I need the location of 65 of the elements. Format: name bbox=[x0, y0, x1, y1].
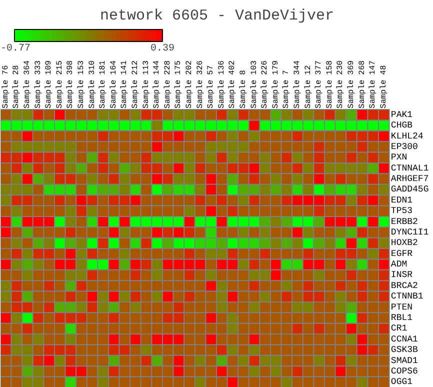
y-tick-label: TP53 bbox=[390, 206, 413, 216]
x-tick-label: Sample 212 bbox=[131, 60, 140, 108]
x-tick-label: Sample 175 bbox=[174, 60, 184, 108]
x-tick-label: Sample 57 bbox=[206, 65, 216, 108]
y-tick-label: CTNNAL1 bbox=[390, 163, 429, 174]
y-tick-label: RBL1 bbox=[390, 313, 413, 324]
y-tick-label: ERBB2 bbox=[390, 216, 418, 227]
y-tick-label: INSR bbox=[390, 270, 414, 280]
y-tick-label: GADD45G bbox=[390, 184, 429, 195]
y-tick-label: PTEN bbox=[390, 302, 413, 312]
x-tick-label: Sample 48 bbox=[379, 65, 388, 108]
y-tick-label: BRCA2 bbox=[390, 280, 418, 291]
y-tick-label: CHGB bbox=[390, 120, 414, 131]
x-tick-label: Sample 310 bbox=[88, 60, 97, 108]
x-tick-label: Sample 344 bbox=[293, 60, 302, 108]
y-tick-label: EP300 bbox=[390, 142, 418, 152]
y-tick-label: SMAD1 bbox=[390, 356, 418, 366]
x-tick-label: Sample 113 bbox=[142, 60, 151, 108]
x-tick-label: Sample 109 bbox=[44, 60, 54, 108]
y-tick-label: PAK1 bbox=[390, 110, 413, 120]
y-tick-label: EDN1 bbox=[390, 195, 413, 206]
x-tick-label: Sample 402 bbox=[228, 60, 238, 108]
x-tick-label: Sample 153 bbox=[77, 60, 86, 108]
x-tick-label: Sample 364 bbox=[23, 60, 32, 108]
y-tick-label: CCNA1 bbox=[390, 334, 418, 344]
y-tick-label: KLHL24 bbox=[390, 131, 424, 142]
y-tick-label: CR1 bbox=[390, 324, 408, 334]
x-tick-label: Sample 12 bbox=[304, 65, 313, 108]
x-tick-label: Sample 8 bbox=[239, 70, 248, 108]
x-tick-label: Sample 147 bbox=[368, 60, 378, 108]
y-tick-label: ARHGEF7 bbox=[390, 174, 429, 184]
x-tick-label: Sample 326 bbox=[196, 60, 205, 108]
x-tick-label: Sample 136 bbox=[217, 60, 226, 108]
x-tick-label: Sample 179 bbox=[271, 60, 280, 108]
x-tick-label: Sample 7 bbox=[282, 70, 292, 108]
y-tick-label: ADM bbox=[390, 260, 408, 270]
x-tick-label: Sample 215 bbox=[55, 60, 64, 108]
y-tick-label: DYNC1I1 bbox=[390, 227, 429, 238]
x-tick-label: Sample 158 bbox=[325, 60, 334, 108]
x-tick-label: Sample 228 bbox=[163, 60, 172, 108]
y-tick-label: GSK3B bbox=[390, 345, 419, 356]
x-tick-label: Sample 230 bbox=[336, 60, 346, 108]
x-tick-label: Sample 103 bbox=[250, 60, 259, 108]
x-tick-label: Sample 226 bbox=[260, 60, 270, 108]
x-tick-label: Sample 268 bbox=[358, 60, 367, 108]
x-tick-label: Sample 202 bbox=[185, 60, 194, 108]
x-tick-label: Sample 369 bbox=[347, 60, 356, 108]
x-tick-label: Sample 28 bbox=[12, 65, 22, 108]
x-tick-label: Sample 181 bbox=[98, 60, 108, 108]
x-tick-label: Sample 377 bbox=[314, 60, 324, 108]
x-tick-label: Sample 164 bbox=[109, 60, 118, 108]
y-tick-label: PXN bbox=[390, 152, 408, 163]
color-bar-label: -0.77 bbox=[0, 44, 31, 54]
y-tick-label: HOXB2 bbox=[390, 238, 418, 248]
x-tick-label: Sample 141 bbox=[120, 60, 130, 108]
y-tick-label: COPS6 bbox=[390, 366, 418, 376]
color-bar-label: 0.39 bbox=[150, 44, 175, 54]
y-tick-label: OGG1 bbox=[390, 377, 413, 387]
y-tick-label: EGFR bbox=[390, 248, 414, 259]
x-tick-label: Sample 144 bbox=[152, 60, 162, 108]
x-tick-label: Sample 76 bbox=[1, 65, 10, 108]
chart-title: network 6605 - VanDeVijver bbox=[100, 8, 334, 24]
x-tick-label: Sample 333 bbox=[34, 60, 43, 108]
x-tick-label: Sample 398 bbox=[66, 60, 76, 108]
y-tick-label: CTNNB1 bbox=[390, 292, 424, 302]
